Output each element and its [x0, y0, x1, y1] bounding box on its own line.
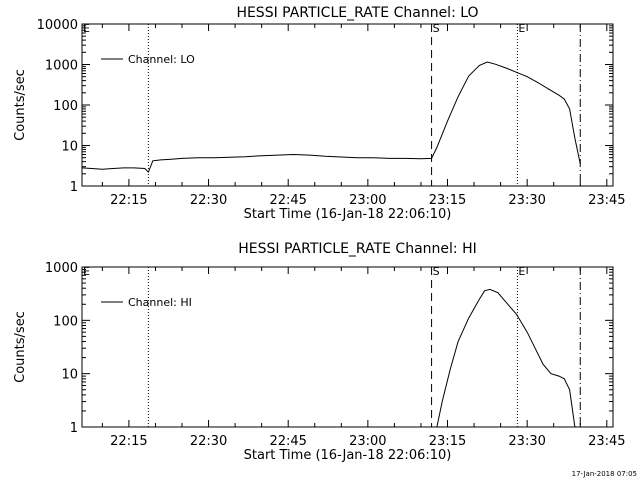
x-tick-label: 23:15	[429, 434, 466, 449]
y-tick-label: 10000	[37, 18, 78, 33]
x-tick-label: 23:00	[349, 434, 386, 449]
footer-timestamp: 17-Jan-2018 07:05	[572, 470, 637, 478]
hi-channel-panel: HESSI PARTICLE_RATE Channel: HI 22:15 22:3…	[13, 241, 626, 463]
series-line	[436, 288, 576, 428]
time-marker-label: E	[83, 22, 90, 35]
x-tick-label: 23:45	[588, 434, 625, 449]
x-tick-label: 22:30	[190, 434, 227, 449]
x-tick-label: 22:15	[110, 434, 147, 449]
y-tick-label: 10	[61, 368, 78, 383]
x-tick-label: 23:15	[429, 193, 466, 208]
y-tick-label: 100	[53, 314, 78, 329]
chart-title: HESSI PARTICLE_RATE Channel: LO	[236, 5, 478, 21]
y-tick-label: 1	[70, 180, 78, 195]
x-tick-label: 22:15	[110, 193, 147, 208]
lo-channel-panel: HESSI PARTICLE_RATE Channel: LO 22:15 22:3…	[13, 5, 626, 222]
time-marker-label: S	[433, 22, 440, 35]
x-tick-label: 23:45	[588, 193, 625, 208]
legend-label: Channel: HI	[128, 296, 192, 309]
chart-title: HESSI PARTICLE_RATE Channel: HI	[238, 241, 476, 257]
time-marker-label: E	[83, 265, 90, 278]
x-tick-label: 22:45	[269, 434, 306, 449]
x-tick-label: 22:45	[269, 193, 306, 208]
time-marker-label: S	[433, 265, 440, 278]
x-tick-label: 23:00	[349, 193, 386, 208]
x-tick-label: 23:30	[508, 434, 545, 449]
time-marker-label: E	[518, 265, 525, 278]
y-tick-label: 100	[53, 99, 78, 114]
y-axis-label: Counts/sec	[13, 69, 28, 141]
y-tick-label: 1	[70, 421, 78, 436]
y-tick-label: 1000	[45, 261, 78, 276]
plot-frame	[81, 23, 614, 187]
y-axis-label: Counts/sec	[13, 311, 28, 383]
x-tick-label: 23:30	[508, 193, 545, 208]
y-tick-label: 10	[61, 140, 78, 155]
legend-label: Channel: LO	[128, 53, 195, 66]
x-tick-label: 22:30	[190, 193, 227, 208]
series-line	[81, 61, 581, 173]
x-axis-label: Start Time (16-Jan-18 22:06:10)	[244, 448, 452, 463]
plot-frame	[81, 266, 614, 428]
x-axis-label: Start Time (16-Jan-18 22:06:10)	[244, 207, 452, 222]
y-tick-label: 1000	[45, 59, 78, 74]
time-marker-label: E	[518, 22, 525, 35]
